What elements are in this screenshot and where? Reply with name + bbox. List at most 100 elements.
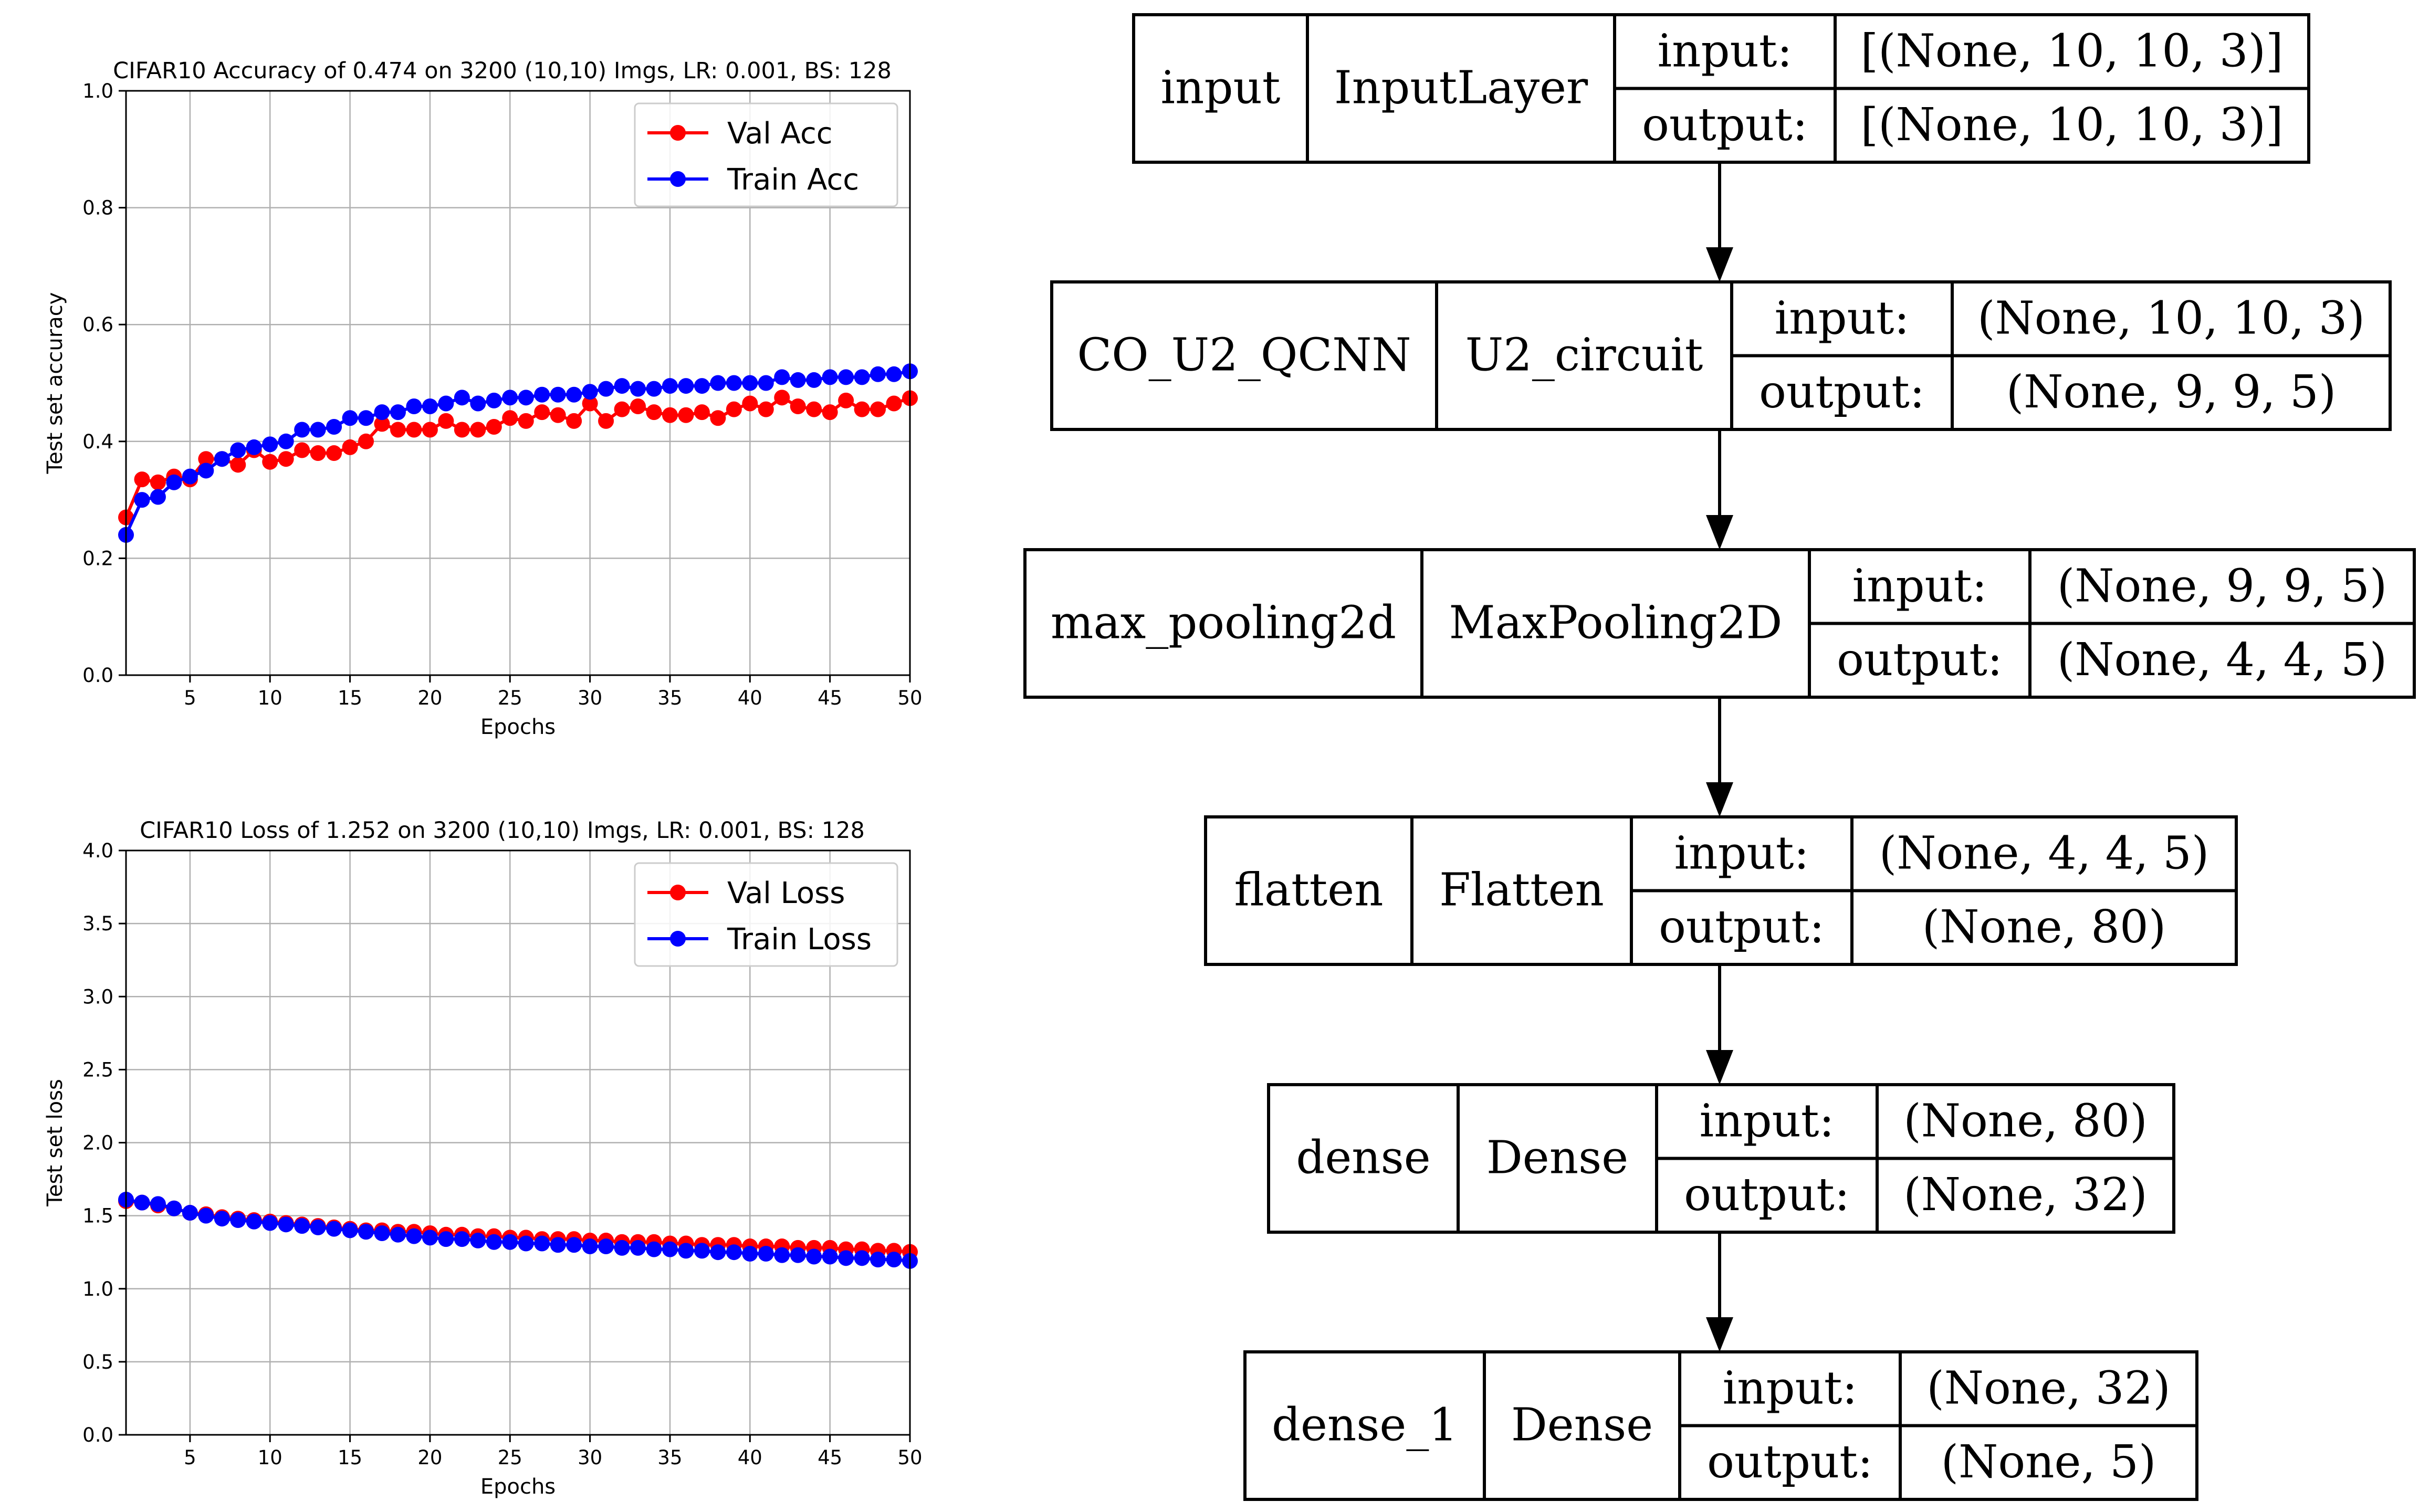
model-architecture-diagram: input InputLayer input: output: [(None, 10, … [1023,13,2416,1501]
data-point [518,413,534,429]
y-axis-label: Test set accuracy [43,292,67,475]
layer-node-input: input InputLayer input: output: [(None, 10, … [1132,13,2310,164]
data-point [566,1237,582,1253]
data-point [326,418,342,435]
data-point [358,433,374,449]
layer-type: Dense [1511,1399,1653,1452]
data-point [710,1244,726,1261]
data-point [310,445,326,461]
data-point [342,1222,358,1238]
output-shape: (None, 4, 4, 5) [2057,634,2387,686]
data-point [294,1218,310,1234]
output-label: output: [1642,99,1808,151]
data-point [230,457,246,473]
data-point [678,1243,694,1259]
data-point [374,1225,390,1242]
data-point [662,378,678,394]
data-point [214,451,230,467]
data-point [742,1245,758,1262]
data-point [582,1238,598,1255]
accuracy-chart: CIFAR10 Accuracy of 0.474 on 3200 (10,10… [43,58,923,739]
x-tick-label: 45 [818,1446,842,1469]
layer-type: U2_circuit [1465,329,1703,382]
data-point [694,1243,710,1259]
y-tick-label: 3.5 [82,912,113,935]
output-shape: [(None, 10, 10, 3)] [1860,99,2283,151]
x-tick-label: 15 [338,1446,362,1469]
data-point [278,451,294,467]
legend: Val Acc Train Acc [634,102,898,207]
data-point [646,381,662,397]
data-point [598,381,614,397]
data-point [870,1252,886,1268]
data-point [662,407,678,423]
layer-node-max_pooling2d: max_pooling2d MaxPooling2D input: output: (N… [1023,548,2416,699]
series-line [124,395,910,518]
y-tick-label: 0.6 [82,313,113,336]
data-point [246,1213,262,1230]
data-point [678,378,694,394]
data-point [390,1226,406,1243]
data-point [822,404,838,421]
x-tick-label: 35 [657,687,682,709]
y-tick-label: 2.5 [82,1058,113,1081]
data-point [374,416,390,432]
x-tick-label: 40 [738,1446,762,1469]
data-point [886,1252,902,1268]
data-point [310,422,326,438]
data-point [278,1216,294,1233]
arrow-head [1706,515,1733,550]
data-point [198,1208,214,1224]
output-label: output: [1707,1436,1873,1488]
input-label: input: [1700,1095,1835,1147]
data-point [758,375,774,391]
data-point [262,454,278,470]
layer-name: dense [1296,1132,1430,1184]
data-point [422,398,438,415]
x-tick-label: 35 [657,1446,682,1469]
output-shape: (None, 5) [1941,1436,2156,1488]
data-point [486,1234,502,1250]
data-point [630,1240,646,1256]
legend-marker [670,171,686,187]
data-point [454,422,470,438]
data-point [550,1237,566,1253]
data-point [790,398,806,415]
data-point [726,1244,742,1261]
legend-marker [670,125,686,141]
data-point [182,468,198,485]
data-point [726,375,742,391]
input-shape: [(None, 10, 10, 3)] [1860,25,2283,77]
data-point [438,413,454,429]
data-point [822,1248,838,1265]
data-point [230,1212,246,1228]
data-point [358,410,374,426]
data-point [806,401,822,417]
x-tick-label: 25 [498,1446,522,1469]
y-tick-label: 0.0 [82,1424,113,1446]
input-shape: (None, 80) [1903,1095,2148,1147]
data-point [838,392,854,408]
data-point [422,422,438,438]
x-tick-label: 40 [738,687,762,709]
data-point [406,1228,422,1244]
data-point [870,366,886,382]
data-point [278,433,294,449]
y-tick-label: 0.4 [82,430,113,453]
data-point [390,404,406,421]
y-axis-label: Test set loss [43,1079,67,1207]
data-point [166,1200,182,1216]
y-tick-label: 0.5 [82,1351,113,1373]
data-point [502,410,518,426]
data-point [806,372,822,388]
data-point [582,395,598,412]
data-point [150,489,166,505]
data-point [742,395,758,412]
data-point [470,422,486,438]
data-point [166,474,182,490]
data-point [198,463,214,479]
data-point [326,445,342,461]
x-axis-label: Epochs [480,715,556,739]
layer-name: CO_U2_QCNN [1077,329,1411,382]
data-point [470,1232,486,1248]
